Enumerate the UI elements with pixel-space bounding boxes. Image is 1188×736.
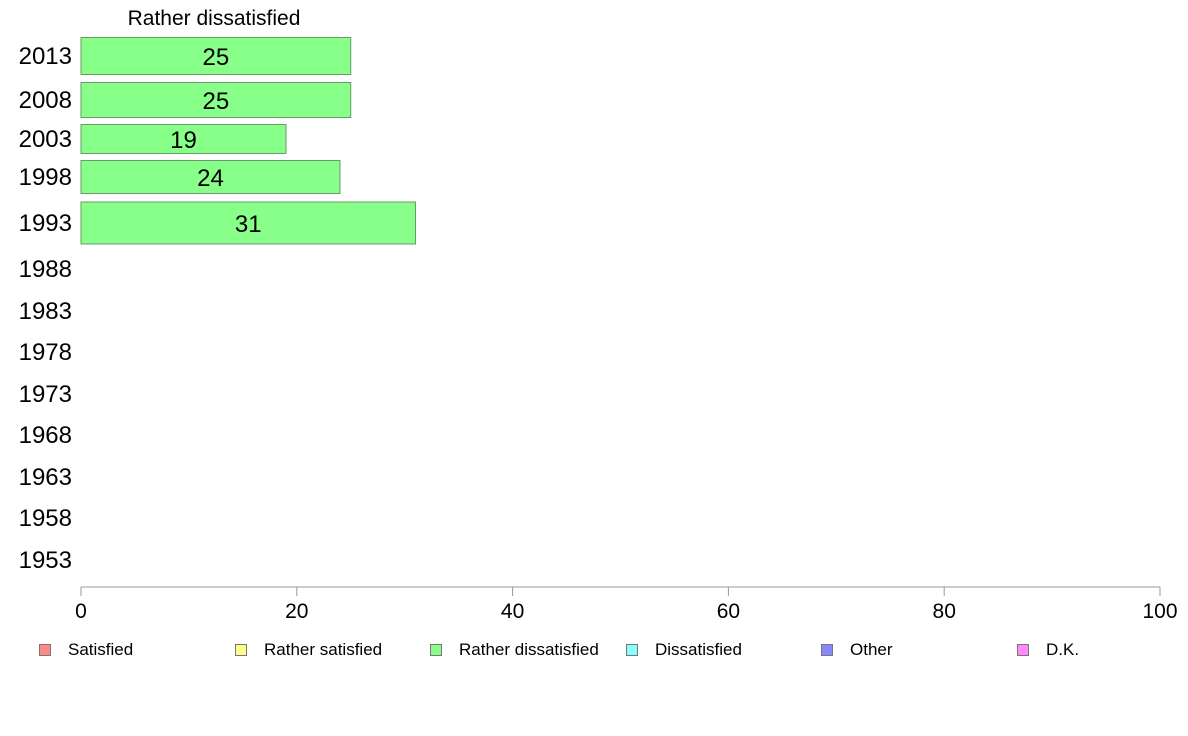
- x-axis: 0 20 40 60 80 100: [75, 586, 1178, 623]
- y-tick-label: 1998: [19, 164, 72, 191]
- legend-item: Rather satisfied: [235, 638, 382, 662]
- y-tick-label: 1988: [19, 256, 72, 283]
- bar-data-label: 31: [235, 211, 262, 238]
- bar-data-label: 25: [203, 44, 230, 71]
- legend-swatch: [821, 644, 833, 656]
- x-tick-label: 20: [285, 600, 308, 623]
- legend-item: Dissatisfied: [626, 638, 742, 662]
- legend-label: Rather dissatisfied: [459, 640, 599, 659]
- x-tick-label: 40: [501, 600, 524, 623]
- bar: [80, 124, 287, 154]
- y-tick-label: 1953: [19, 547, 72, 574]
- legend-swatch: [1017, 644, 1029, 656]
- x-tick-label: 60: [717, 600, 740, 623]
- bar: [80, 37, 352, 75]
- legend-item: D.K.: [1017, 638, 1079, 662]
- legend-item: Rather dissatisfied: [430, 638, 599, 662]
- x-tick-label: 100: [1142, 600, 1177, 623]
- legend-swatch: [39, 644, 51, 656]
- legend-label: Other: [850, 640, 893, 659]
- legend-label: Dissatisfied: [655, 640, 742, 659]
- y-tick-label: 2013: [19, 43, 72, 70]
- y-tick-label: 1968: [19, 422, 72, 449]
- y-tick-label: 2008: [19, 87, 72, 114]
- legend-label: D.K.: [1046, 640, 1080, 659]
- y-tick-label: 1983: [19, 298, 72, 325]
- y-tick-label: 1958: [19, 505, 72, 532]
- legend-swatch: [235, 644, 247, 656]
- bar-data-label: 19: [170, 127, 197, 154]
- x-tick-label: 0: [75, 600, 87, 623]
- bar-data-label: 25: [203, 88, 230, 115]
- y-tick-label: 1963: [19, 464, 72, 491]
- chart-title: Rather dissatisfied: [128, 7, 301, 30]
- y-tick-label: 1978: [19, 339, 72, 366]
- y-tick-label: 2003: [19, 126, 72, 153]
- bar: [80, 201, 416, 245]
- y-axis-labels: 2013 2008 2003 1998 1993 1988 1983 1978 1973 1968…: [19, 43, 72, 574]
- bar-data-label: 24: [197, 165, 224, 192]
- y-tick-label: 1973: [19, 381, 72, 408]
- y-tick-label: 1993: [19, 210, 72, 237]
- bar: [80, 160, 341, 194]
- legend-swatch: [430, 644, 442, 656]
- x-tick-label: 80: [933, 600, 956, 623]
- legend: Satisfied Rather satisfied Rather dissatis…: [0, 638, 1188, 662]
- legend-item: Other: [821, 638, 893, 662]
- legend-swatch: [626, 644, 638, 656]
- legend-label: Satisfied: [68, 640, 134, 659]
- legend-label: Rather satisfied: [264, 640, 383, 659]
- bar: [80, 82, 352, 118]
- legend-item: Satisfied: [39, 638, 133, 662]
